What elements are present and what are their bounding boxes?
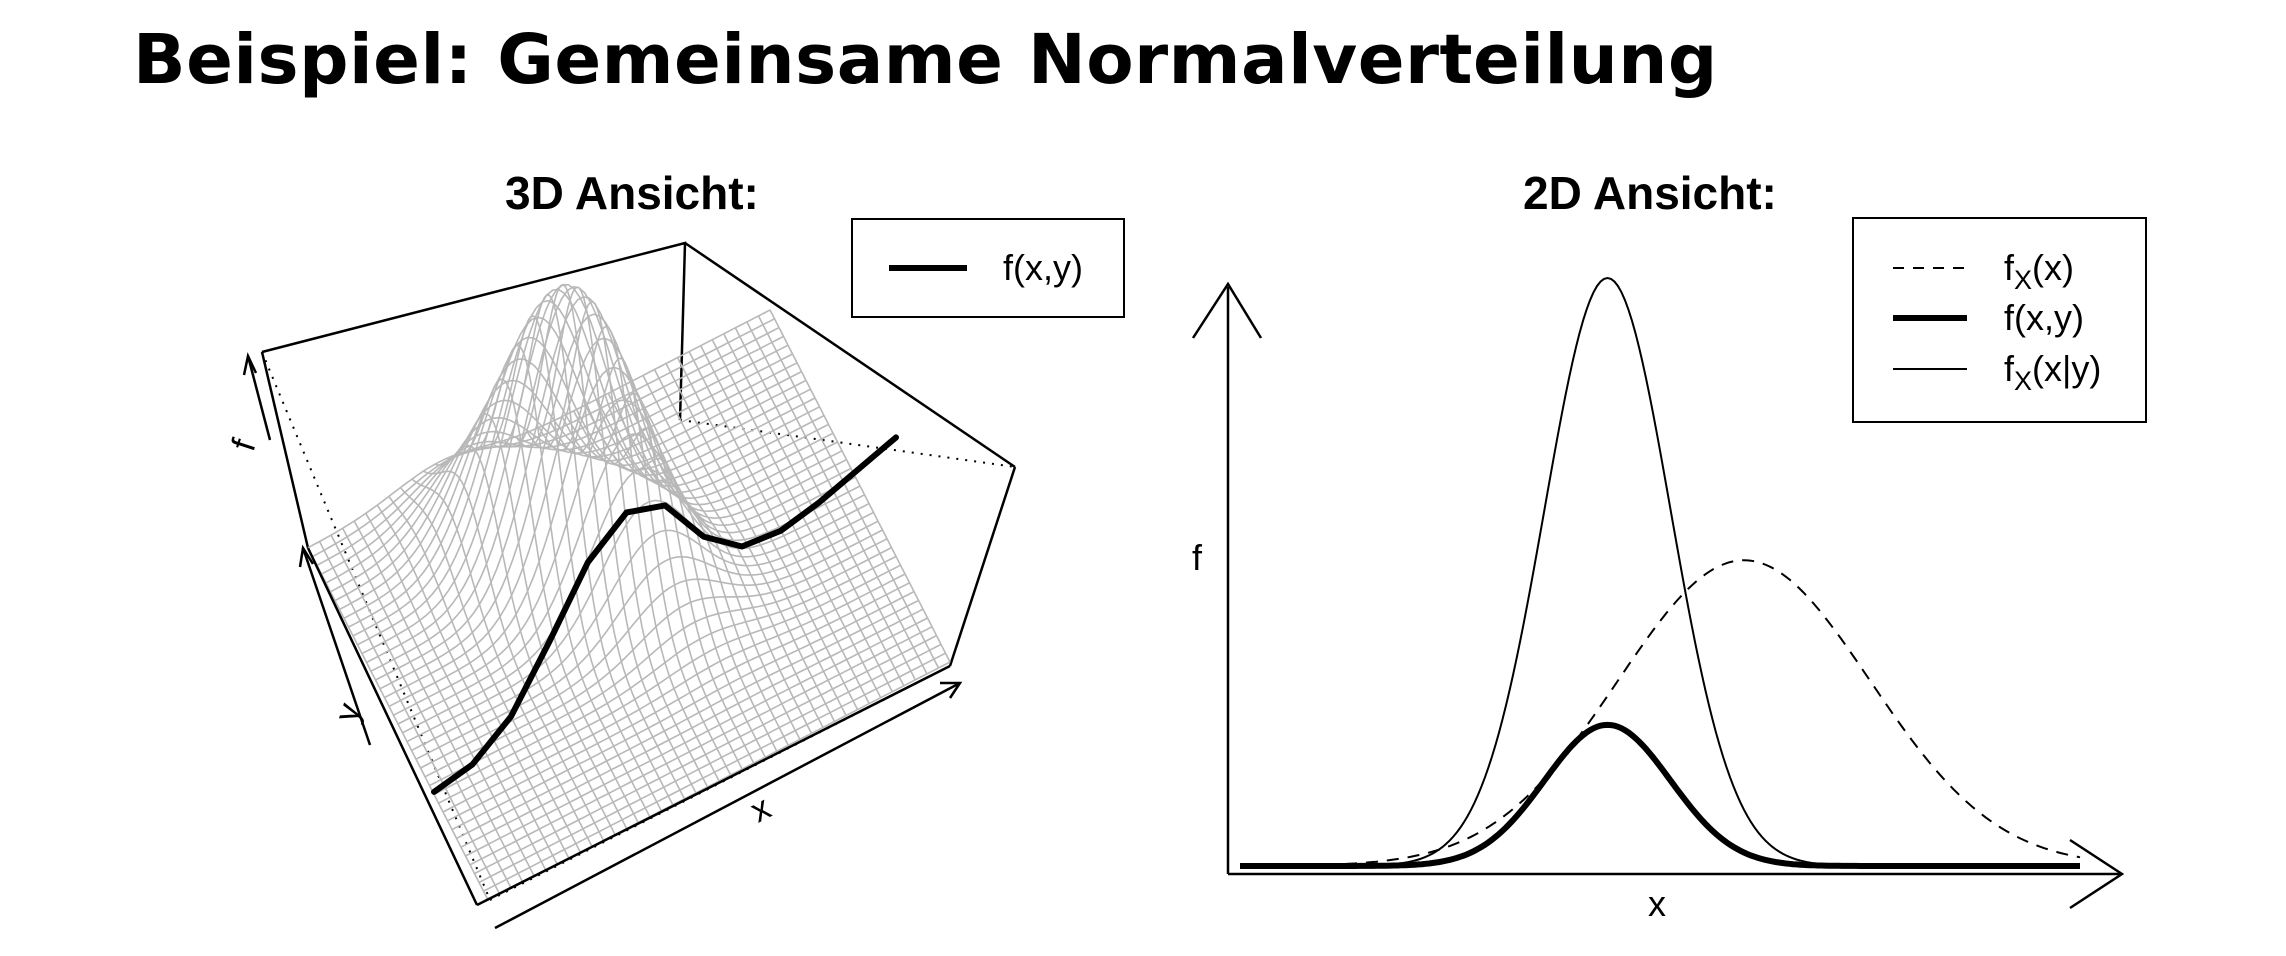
- legend-3d-label: f(x,y): [1003, 247, 1083, 288]
- legend-2d-label-fX-cond: fX(x|y): [2004, 348, 2101, 396]
- surface-mesh-line: [321, 335, 784, 575]
- surface-mesh-line: [688, 351, 870, 704]
- surface-mesh-line: [434, 444, 616, 835]
- series-fX-x-line: [1240, 559, 2081, 867]
- surface-slice-line: [431, 434, 899, 795]
- legend-2d-box: [1852, 217, 2147, 423]
- surface-mesh-line: [366, 283, 829, 664]
- axis-y-arrow: [298, 544, 372, 746]
- surface-mesh-line: [339, 370, 802, 611]
- box-front-edge-left: [306, 547, 479, 906]
- box-edge-left-vertical: [260, 351, 310, 549]
- box-edge-top-right: [684, 241, 1016, 469]
- axis-x-arrow: [494, 681, 963, 930]
- axis-label-y: y: [327, 699, 368, 727]
- series-f-xy-line: [1240, 721, 2080, 869]
- surface-mesh-line: [734, 327, 917, 681]
- surface-mesh-line: [343, 358, 807, 620]
- slide-title: Beispiel: Gemeinsame Normalverteilung: [133, 20, 1718, 100]
- surface-mesh-line: [676, 357, 859, 710]
- surface-mesh-line: [352, 316, 816, 637]
- surface-mesh-line: [361, 288, 825, 655]
- surface-mesh-line: [312, 318, 775, 558]
- surface-mesh-line: [357, 299, 820, 646]
- y-axis-label: f: [1192, 537, 1203, 578]
- surface-mesh-line: [348, 336, 811, 628]
- axis-label-x: x: [744, 789, 776, 831]
- box-hidden-edge-4: [261, 242, 686, 353]
- surface-mesh-line: [653, 369, 836, 722]
- surface-mesh-line: [307, 309, 771, 549]
- legend-2d-label-fxy: f(x,y): [2004, 297, 2084, 338]
- surface-mesh-line: [370, 285, 834, 672]
- series-fX-x-given-y-line: [1240, 276, 2080, 867]
- surface-mesh: [307, 283, 951, 901]
- surface-mesh-line: [757, 315, 940, 669]
- axis-label-f: f: [224, 434, 263, 455]
- surface-mesh-line: [316, 326, 780, 567]
- surface-mesh-line: [379, 313, 843, 690]
- surface-mesh-line: [388, 366, 852, 708]
- surface-mesh-line: [619, 386, 801, 740]
- surface-mesh-line: [665, 363, 847, 716]
- surface-mesh-line: [607, 392, 790, 746]
- surface-mesh-line: [325, 344, 789, 584]
- box-hidden-edge-1: [261, 351, 491, 901]
- chart-2d-title: 2D Ansicht:: [1523, 167, 1777, 219]
- surface-mesh-line: [384, 337, 847, 699]
- surface-mesh-line: [746, 321, 928, 675]
- legend-2d-label-fX: fX(x): [2004, 247, 2074, 295]
- x-axis-label: x: [1648, 883, 1666, 924]
- surface-mesh-line: [630, 381, 813, 734]
- surface-mesh-line: [642, 375, 824, 728]
- box-front-edge-bottom: [476, 664, 951, 907]
- surface-mesh-line: [769, 309, 951, 663]
- legend-3d: f(x,y): [851, 218, 1125, 318]
- surface-mesh-line: [375, 295, 838, 681]
- axis-f-arrow: [242, 352, 272, 441]
- chart-3d-title: 3D Ansicht:: [505, 167, 759, 219]
- y-axis-arrowhead: [1191, 281, 1263, 339]
- surface-mesh-line: [334, 362, 798, 602]
- x-axis-arrowhead: [2069, 838, 2125, 910]
- chart-3d: f y x f(x,y): [224, 218, 1125, 930]
- box-edge-right-vertical: [948, 466, 1017, 667]
- legend-2d: fX(x) f(x,y) fX(x|y): [1852, 217, 2147, 423]
